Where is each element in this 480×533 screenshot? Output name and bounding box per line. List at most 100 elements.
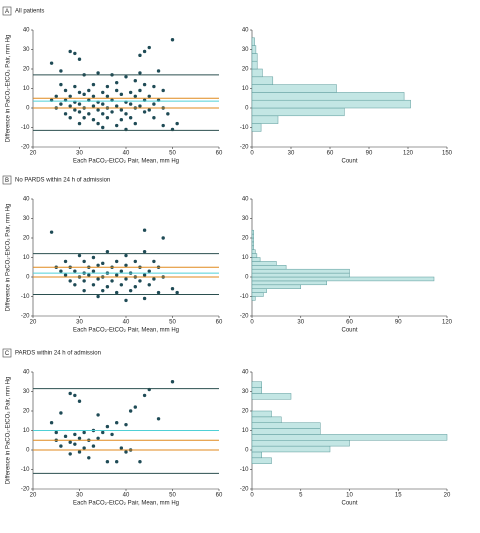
- x-tick-label: 5: [299, 493, 303, 499]
- point: [73, 432, 77, 437]
- point: [105, 116, 110, 120]
- point: [101, 90, 105, 95]
- point: [115, 123, 119, 128]
- point: [138, 460, 142, 464]
- point: [142, 249, 147, 254]
- y-tick-label: 10: [242, 428, 249, 434]
- point: [147, 269, 151, 273]
- point: [156, 69, 161, 73]
- histogram-bar: [251, 434, 448, 441]
- panel-title: No PARDS within 24 h of admission: [15, 178, 110, 184]
- point: [133, 79, 137, 83]
- histogram-bar: [251, 107, 345, 117]
- point: [105, 460, 110, 464]
- histogram-bar: [251, 393, 292, 400]
- point: [91, 283, 96, 287]
- point: [115, 104, 119, 108]
- x-tick-label: 60: [216, 151, 223, 157]
- point: [96, 277, 100, 281]
- point: [105, 84, 110, 89]
- point: [156, 290, 161, 295]
- histogram-bar: [251, 37, 255, 46]
- x-tick-label: 0: [250, 151, 254, 157]
- point: [128, 116, 133, 120]
- point: [147, 283, 151, 287]
- point: [73, 84, 77, 89]
- x-tick-label: 30: [76, 493, 83, 499]
- histogram-bar: [251, 60, 258, 70]
- y-tick-label: 10: [23, 255, 30, 261]
- point: [82, 279, 86, 283]
- point: [152, 102, 156, 106]
- x-tick-label: 120: [442, 320, 453, 326]
- x-tick-label: 30: [288, 151, 295, 157]
- x-tick-label: 15: [395, 493, 402, 499]
- point: [142, 49, 147, 54]
- histogram-bar: [251, 428, 321, 435]
- histogram-bar: [251, 276, 435, 282]
- point: [82, 259, 86, 264]
- point: [156, 417, 161, 421]
- histogram-bar: [251, 268, 350, 274]
- x-tick-label: 60: [327, 151, 334, 157]
- y-tick-label: 30: [242, 389, 249, 395]
- point: [87, 456, 91, 460]
- point: [115, 259, 119, 264]
- x-tick-label: 0: [250, 493, 254, 499]
- histogram-bar: [251, 451, 262, 459]
- point: [128, 90, 133, 95]
- point: [128, 102, 133, 106]
- point: [54, 430, 58, 435]
- point: [110, 432, 114, 437]
- point: [105, 285, 110, 289]
- x-axis-label: Each PaCO₂-EtCO₂ Pair, Mean, mm Hg: [73, 501, 179, 507]
- histogram-bar: [251, 53, 258, 62]
- y-tick-label: 30: [242, 216, 249, 222]
- point: [87, 88, 91, 93]
- y-tick-label: 20: [242, 67, 249, 73]
- point: [133, 405, 137, 409]
- point: [101, 430, 105, 435]
- y-tick-label: 0: [26, 106, 30, 112]
- x-tick-label: 40: [123, 320, 130, 326]
- x-tick-label: 120: [403, 151, 414, 157]
- point: [73, 283, 77, 287]
- point: [161, 123, 165, 128]
- point: [133, 285, 137, 289]
- point: [63, 88, 68, 93]
- y-tick-label: 20: [23, 236, 30, 242]
- histogram-bar: [251, 410, 272, 418]
- point: [63, 273, 68, 277]
- point: [82, 446, 86, 450]
- x-axis-label: Each PaCO₂-EtCO₂ Pair, Mean, mm Hg: [73, 328, 179, 334]
- point: [68, 440, 72, 444]
- point: [105, 424, 110, 429]
- point: [119, 283, 124, 287]
- x-tick-label: 50: [169, 151, 176, 157]
- point: [166, 112, 170, 116]
- point: [124, 298, 128, 303]
- histogram-bar: [251, 288, 267, 293]
- x-axis-label: Count: [341, 159, 357, 165]
- histogram-bar: [251, 416, 282, 423]
- point: [91, 255, 96, 260]
- point: [138, 53, 142, 58]
- point: [68, 279, 72, 283]
- y-tick-label: -10: [21, 125, 30, 131]
- histogram-bar: [251, 261, 277, 266]
- point: [63, 112, 68, 116]
- point: [170, 38, 175, 42]
- point: [68, 94, 72, 99]
- point: [124, 422, 128, 427]
- point: [68, 49, 72, 54]
- y-tick-label: 30: [242, 47, 249, 53]
- point: [147, 45, 151, 50]
- x-tick-label: 150: [442, 151, 453, 157]
- y-tick-label: 40: [242, 197, 249, 203]
- point: [96, 121, 100, 126]
- point: [59, 444, 63, 448]
- y-axis-label: Difference in PaCO₂-EtCO₂ Pair, mm Hg: [6, 204, 12, 312]
- y-tick-label: -20: [240, 145, 249, 151]
- point: [110, 279, 114, 283]
- y-tick-label: -10: [240, 294, 249, 300]
